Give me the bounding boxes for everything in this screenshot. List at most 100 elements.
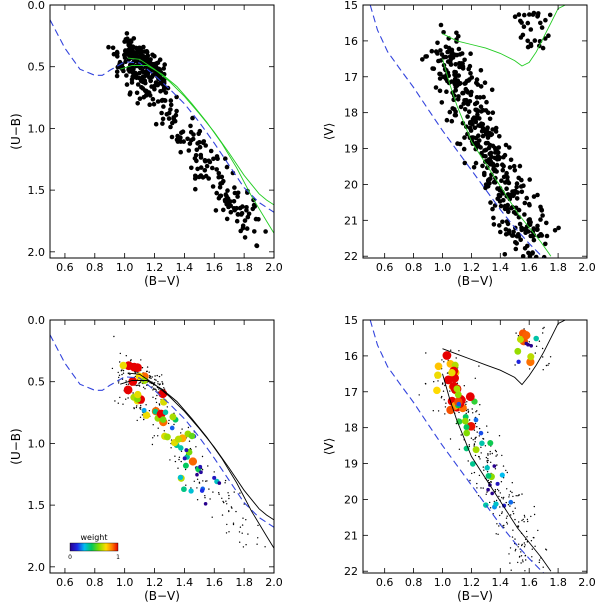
star-point <box>489 501 491 504</box>
y-tick-label: 15 <box>344 0 358 12</box>
weighted-star <box>119 361 127 370</box>
star-point <box>167 422 170 425</box>
weighted-star <box>162 409 169 416</box>
star-point <box>240 204 245 209</box>
x-tick-label: 1.4 <box>492 261 510 274</box>
line-isochrone-2 <box>127 57 274 206</box>
star-point <box>548 362 550 365</box>
star-point <box>129 360 132 362</box>
star-point <box>490 127 496 132</box>
star-point <box>158 404 161 406</box>
star-point <box>472 412 474 414</box>
star-point <box>136 405 138 407</box>
star-point <box>139 408 142 410</box>
star-point <box>447 109 453 115</box>
x-tick-label: 2.0 <box>265 576 283 589</box>
star-point <box>213 471 215 473</box>
star-point <box>247 533 249 535</box>
star-point <box>429 48 435 54</box>
star-point <box>500 167 506 173</box>
star-point <box>129 77 135 82</box>
star-point <box>517 561 519 564</box>
star-point <box>226 204 231 210</box>
star-point <box>163 430 165 432</box>
star-point <box>161 66 166 71</box>
star-point <box>479 150 484 156</box>
weighted-star <box>486 487 490 492</box>
star-point <box>498 435 501 437</box>
star-point <box>501 496 503 499</box>
star-point <box>175 133 180 139</box>
star-point <box>178 458 180 461</box>
weighted-star <box>199 488 205 493</box>
star-point <box>452 76 458 82</box>
star-point <box>125 380 127 382</box>
star-point <box>482 466 484 468</box>
star-point <box>118 376 120 379</box>
star-point <box>153 387 155 389</box>
star-point <box>552 228 558 233</box>
star-point <box>523 514 526 517</box>
star-point <box>122 372 125 374</box>
star-point <box>251 202 257 208</box>
star-point <box>497 134 502 139</box>
star-point <box>443 361 445 363</box>
star-point <box>228 510 230 513</box>
star-point <box>201 455 204 458</box>
star-point <box>478 456 480 458</box>
star-point <box>486 460 488 462</box>
x-tick-label: 0.8 <box>86 261 104 274</box>
star-point <box>495 533 497 535</box>
star-point <box>114 69 120 74</box>
star-point <box>462 57 467 63</box>
star-point <box>493 129 499 134</box>
star-point <box>470 135 476 140</box>
star-point <box>420 57 425 62</box>
star-point <box>159 110 164 116</box>
plot-area <box>50 334 274 549</box>
star-point <box>473 445 475 447</box>
star-point <box>455 141 460 146</box>
star-point <box>466 109 472 114</box>
star-point <box>496 145 502 150</box>
star-point <box>489 450 491 453</box>
star-point <box>499 514 501 517</box>
weighted-star <box>527 353 535 361</box>
star-point <box>501 197 506 203</box>
weighted-star <box>212 475 217 480</box>
star-point <box>437 76 443 81</box>
weighted-star <box>526 342 530 347</box>
star-point <box>545 548 547 550</box>
star-point <box>152 389 154 391</box>
star-point <box>121 373 123 376</box>
star-point <box>471 472 473 475</box>
star-point <box>533 513 536 516</box>
star-point <box>539 208 545 213</box>
star-point <box>110 45 116 51</box>
x-tick-label: 1.0 <box>116 576 134 589</box>
star-point <box>510 569 512 571</box>
star-point <box>231 507 233 509</box>
weighted-star <box>434 362 443 371</box>
x-tick-label: 1.8 <box>549 576 567 589</box>
weighted-star <box>124 361 134 371</box>
star-point <box>432 410 434 412</box>
star-point <box>178 139 183 144</box>
star-point <box>152 396 154 398</box>
star-point <box>216 195 222 201</box>
x-tick-label: 1.2 <box>146 261 164 274</box>
star-point <box>128 90 133 95</box>
star-point <box>525 44 531 50</box>
star-point <box>538 204 543 210</box>
star-point <box>523 542 525 544</box>
star-point <box>507 196 513 202</box>
star-point <box>535 223 540 229</box>
star-point <box>212 491 214 493</box>
star-point <box>514 234 520 239</box>
star-point <box>225 188 230 193</box>
star-point <box>184 468 187 471</box>
star-point <box>511 191 517 197</box>
y-tick-label: 0.0 <box>28 314 46 327</box>
star-point <box>467 410 470 412</box>
star-point <box>156 374 158 377</box>
